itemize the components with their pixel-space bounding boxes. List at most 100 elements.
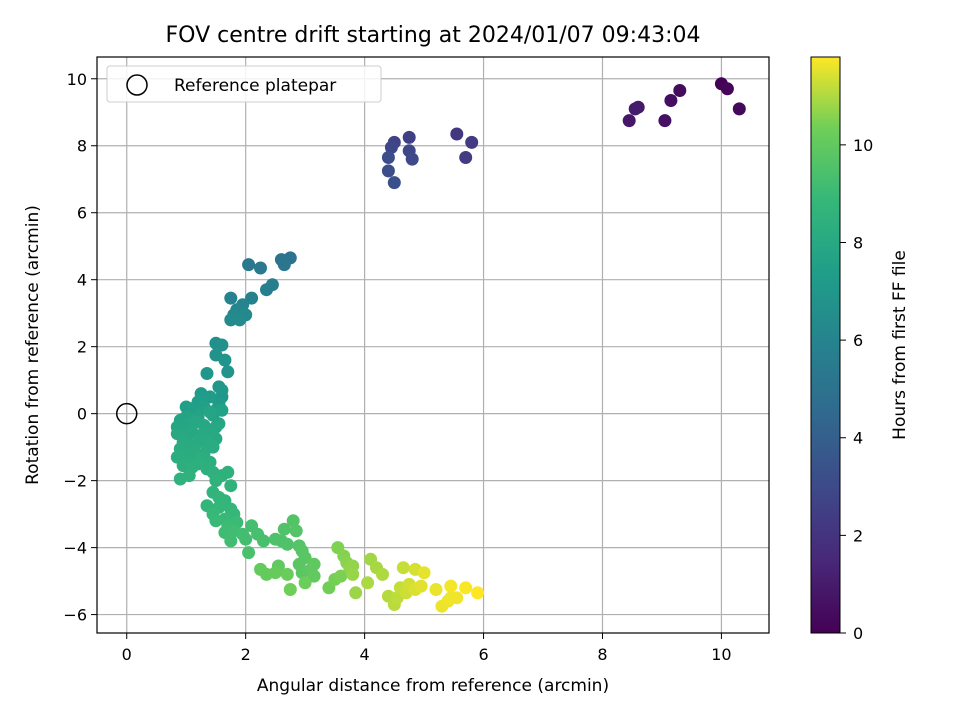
- x-tick-label: 4: [360, 645, 370, 664]
- y-tick-label: −6: [63, 606, 87, 625]
- data-point: [664, 94, 678, 107]
- y-axis-label: Rotation from reference (arcmin): [23, 205, 43, 485]
- plot-area: [97, 57, 769, 633]
- data-point: [346, 567, 360, 581]
- data-point: [732, 102, 746, 116]
- data-point: [280, 537, 294, 551]
- legend-label: Reference platepar: [174, 76, 336, 96]
- y-tick-label: 2: [77, 338, 87, 357]
- data-point: [450, 591, 464, 605]
- y-tick-label: 8: [77, 137, 87, 156]
- data-point: [233, 313, 247, 327]
- data-point: [286, 514, 300, 528]
- data-point: [465, 135, 479, 149]
- y-tick-label: −2: [63, 472, 87, 491]
- data-point: [203, 405, 217, 419]
- y-tick-label: 6: [77, 204, 87, 223]
- x-tick-label: 0: [122, 645, 132, 664]
- data-point: [221, 365, 235, 379]
- data-point: [384, 140, 398, 154]
- colorbar-tick-label: 2: [853, 526, 863, 545]
- data-point: [280, 567, 294, 581]
- data-point: [471, 586, 485, 600]
- data-point: [224, 534, 238, 548]
- colorbar-label: Hours from first FF file: [890, 250, 910, 440]
- data-point: [444, 579, 458, 593]
- data-point: [206, 440, 220, 454]
- x-tick-label: 10: [711, 645, 731, 664]
- data-point: [387, 176, 401, 190]
- data-point: [277, 258, 291, 272]
- data-point: [414, 579, 428, 593]
- legend-box: [106, 65, 382, 103]
- colorbar-tick-label: 4: [853, 429, 863, 448]
- x-tick-label: 2: [241, 645, 251, 664]
- colorbar-tick-label: 6: [853, 331, 863, 350]
- data-point: [307, 569, 321, 583]
- colorbar-tick-label: 0: [853, 624, 863, 643]
- data-point: [173, 472, 187, 486]
- y-axis-ticks: −6 −4 −2 0 2 4 6 8 10: [63, 70, 97, 625]
- data-point: [405, 152, 419, 166]
- legend-reference-marker: [126, 74, 148, 96]
- chart-title: FOV centre drift starting at 2024/01/07 …: [166, 23, 701, 48]
- x-axis-ticks: 0 2 4 6 8 10: [122, 633, 732, 664]
- reference-marker: [115, 402, 138, 425]
- data-point: [260, 283, 273, 297]
- data-point: [218, 353, 232, 367]
- data-point: [224, 479, 238, 493]
- data-point: [298, 576, 312, 590]
- data-point: [429, 583, 443, 596]
- data-point: [239, 532, 253, 546]
- colorbar-tick-label: 10: [853, 136, 873, 155]
- data-point: [215, 338, 229, 352]
- data-point: [200, 367, 214, 380]
- plot-frame: [96, 56, 770, 634]
- y-tick-label: 4: [77, 271, 87, 290]
- x-tick-label: 8: [597, 645, 607, 664]
- data-point: [361, 576, 375, 590]
- y-tick-label: 10: [67, 70, 87, 89]
- data-point: [224, 313, 238, 327]
- data-point: [673, 84, 687, 97]
- y-tick-label: 0: [77, 405, 87, 424]
- x-axis-label: Angular distance from reference (arcmin): [257, 676, 609, 696]
- grid-lines: [97, 57, 769, 633]
- data-point: [268, 566, 282, 580]
- colorbar-tick-label: 8: [853, 233, 863, 252]
- data-point: [459, 151, 473, 164]
- data-point: [242, 258, 256, 272]
- data-point: [381, 151, 395, 164]
- data-point: [257, 534, 270, 548]
- data-point: [720, 82, 734, 96]
- data-point: [628, 102, 642, 116]
- data-point: [622, 114, 636, 128]
- colorbar: [810, 56, 841, 634]
- data-point: [221, 465, 235, 479]
- x-tick-label: 6: [478, 645, 488, 664]
- legend: Reference platepar: [106, 65, 382, 103]
- data-point: [283, 583, 297, 596]
- data-point: [381, 164, 395, 178]
- data-point: [224, 291, 238, 305]
- colorbar-ticks: 0 2 4 6 8 10: [840, 136, 873, 643]
- data-point: [402, 130, 416, 144]
- data-point: [209, 514, 223, 528]
- data-point: [242, 546, 256, 560]
- data-point: [245, 291, 259, 305]
- data-point: [417, 566, 431, 580]
- data-point: [396, 561, 410, 575]
- data-point: [307, 557, 321, 571]
- data-point: [334, 569, 348, 583]
- data-point: [254, 261, 267, 275]
- data-point: [459, 581, 473, 595]
- data-point: [658, 114, 672, 128]
- data-point: [209, 474, 223, 488]
- data-point: [289, 524, 303, 538]
- data-point: [277, 522, 291, 536]
- y-tick-label: −4: [63, 539, 87, 558]
- data-point: [450, 127, 464, 141]
- data-point: [376, 567, 389, 581]
- data-points: [170, 77, 746, 613]
